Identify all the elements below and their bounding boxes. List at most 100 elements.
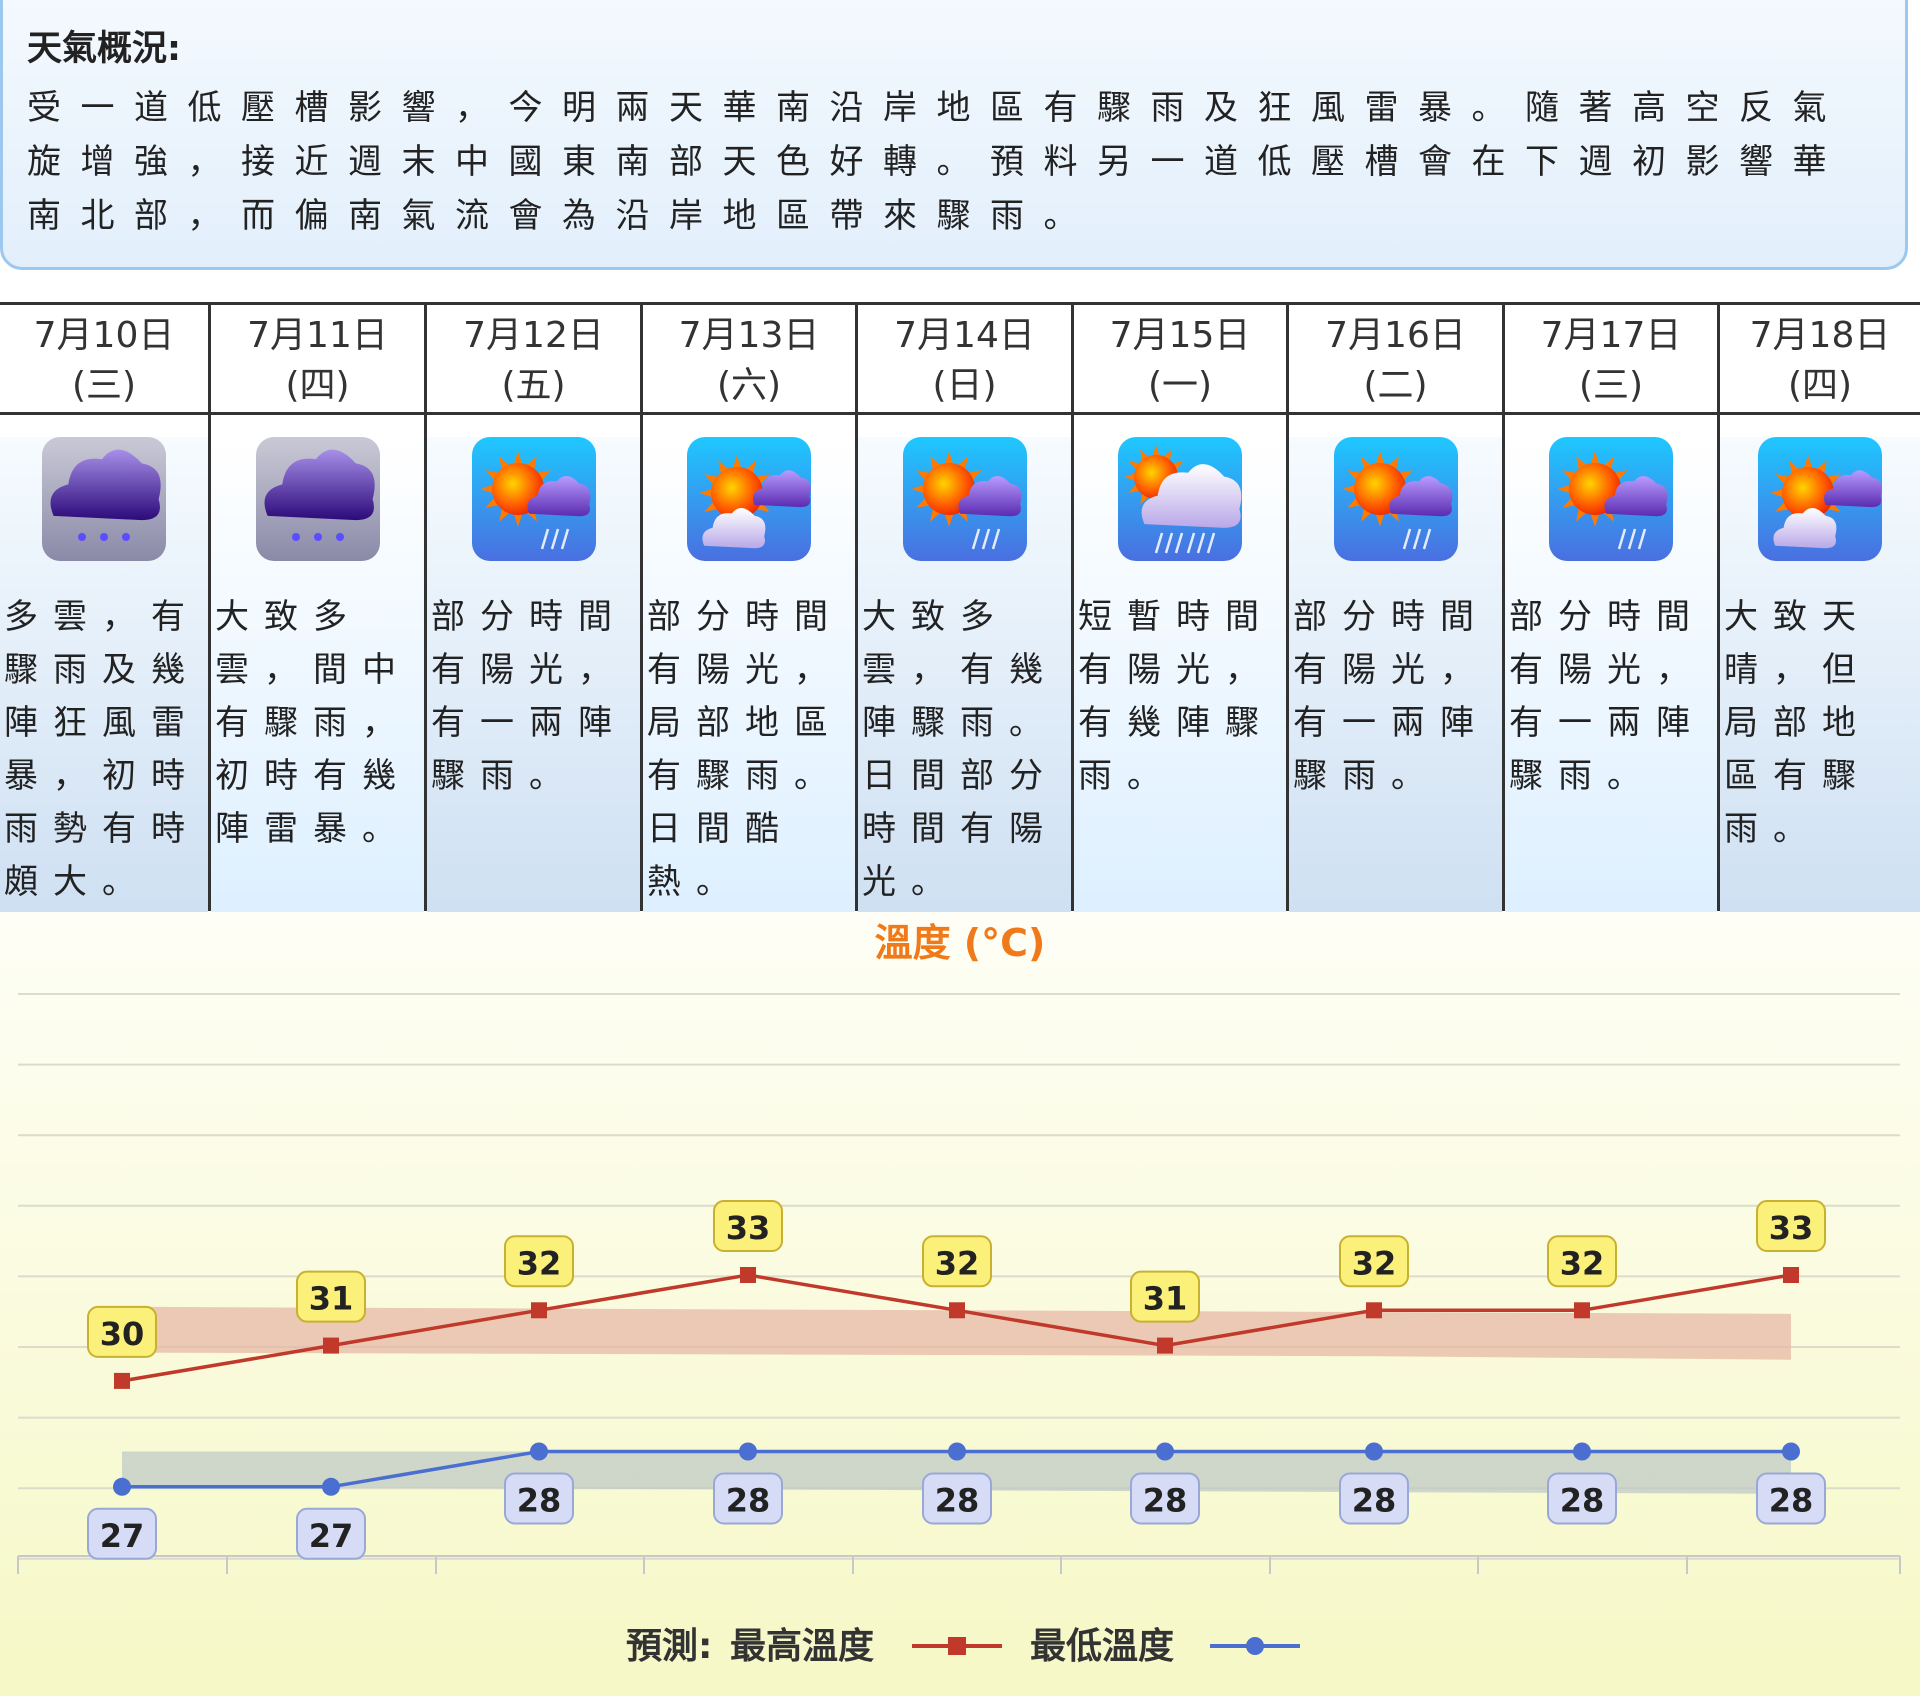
- forecast-day: 7月14日 (日) 大致多雲，有幾陣驟雨。日間部分時間有陽光。: [855, 305, 1071, 930]
- max-temp-label: 31: [1143, 1280, 1188, 1318]
- forecast-date: 7月16日: [1325, 315, 1466, 356]
- min-temp-label: 28: [1352, 1482, 1397, 1520]
- min-temp-label-box: [713, 1472, 783, 1525]
- forecast-day-body: 大致多雲，間中有驟雨，初時有幾陣雷暴。: [211, 437, 424, 930]
- max-temp-label: 32: [1352, 1244, 1397, 1282]
- forecast-weekday: (一): [1147, 365, 1213, 406]
- forecast-day-header: 7月17日 (三): [1505, 305, 1717, 415]
- min-temp-label: 28: [1769, 1482, 1814, 1520]
- forecast-weekday: (三): [1578, 365, 1644, 406]
- max-temp-point: [114, 1372, 130, 1389]
- forecast-weekday: (六): [716, 365, 782, 406]
- max-temp-label: 30: [100, 1315, 145, 1353]
- forecast-day-header: 7月15日 (一): [1074, 305, 1286, 415]
- forecast-date: 7月13日: [678, 315, 820, 356]
- sunny-periods-showers-icon: [471, 437, 596, 561]
- max-temp-point: [740, 1267, 756, 1283]
- chart-title: 溫度 (°C): [875, 921, 1046, 965]
- forecast-day-body: 部分時間有陽光，局部地區有驟雨。日間酷熱。: [643, 437, 855, 930]
- sunny-periods-icon: [687, 437, 811, 561]
- max-temp-label-box: [713, 1200, 783, 1252]
- forecast-description: 部分時間有陽光，有一兩陣驟雨。: [1509, 597, 1705, 796]
- forecast-day: 7月13日 (六) 部分時間有陽光，局部地區有驟雨。日間酷熱。: [640, 305, 855, 930]
- forecast-date: 7月11日: [247, 315, 388, 356]
- min-temp-label-box: [922, 1472, 992, 1525]
- max-temp-point: [531, 1302, 547, 1319]
- legend-min-label: 最低溫度: [1030, 1626, 1174, 1667]
- forecast-date: 7月10日: [33, 315, 175, 356]
- forecast-day: 7月11日 (四) 大致多雲，間中有驟雨，初時有幾陣雷暴。: [208, 305, 424, 930]
- forecast-day-header: 7月14日 (日): [858, 305, 1071, 415]
- min-temp-label-box: [1339, 1472, 1409, 1525]
- max-temp-label: 32: [1560, 1244, 1605, 1282]
- min-temp-label-box: [1756, 1472, 1826, 1525]
- heavy-rain-icon: [42, 437, 166, 561]
- forecast-description: 部分時間有陽光，有一兩陣驟雨。: [1293, 597, 1489, 796]
- forecast-description: 部分時間有陽光，局部地區有驟雨。日間酷熱。: [647, 597, 843, 902]
- min-temp-label-box: [296, 1507, 366, 1560]
- min-temp-point: [739, 1442, 757, 1461]
- forecast-day: 7月15日 (一) 短暫時間有陽光，有幾陣驟雨。: [1071, 305, 1286, 930]
- forecast-weekday: (二): [1363, 365, 1428, 406]
- max-temp-point: [1366, 1302, 1382, 1319]
- forecast-day: 7月16日 (二) 部分時間有陽光，有一兩陣驟雨。: [1286, 305, 1502, 930]
- legend-min-marker: [1246, 1637, 1264, 1655]
- forecast-description: 多雲，有驟雨及幾陣狂風雷暴，初時雨勢有時頗大。: [4, 597, 200, 902]
- forecast-day-body: 多雲，有驟雨及幾陣狂風雷暴，初時雨勢有時頗大。: [0, 437, 208, 930]
- min-temp-point: [1782, 1442, 1800, 1461]
- max-temp-point: [1574, 1302, 1590, 1319]
- forecast-day-header: 7月10日 (三): [0, 305, 208, 415]
- sunny-periods-icon: [1758, 437, 1882, 561]
- min-temp-label-box: [504, 1472, 574, 1525]
- max-temp-label: 33: [1769, 1209, 1814, 1247]
- legend-max-marker: [948, 1637, 966, 1655]
- min-temp-label-box: [1130, 1472, 1200, 1525]
- forecast-day-header: 7月13日 (六): [643, 305, 855, 415]
- min-temp-label: 27: [309, 1517, 354, 1555]
- temperature-chart-svg: 溫度 (°C) 30 31 32 33 32 31 32 32 33 27 27 28 28 28 28 28 2…: [17, 921, 1901, 1667]
- forecast-date: 7月12日: [463, 315, 604, 356]
- min-temp-point: [530, 1442, 548, 1461]
- max-temp-band: [122, 1306, 1791, 1360]
- forecast-date: 7月17日: [1540, 315, 1682, 356]
- sunny-periods-showers-icon: [902, 437, 1027, 561]
- min-temp-point: [1365, 1442, 1383, 1461]
- max-temp-point: [949, 1302, 965, 1319]
- forecast-day: 7月12日 (五) 部分時間有陽光，有一兩陣驟雨。: [424, 305, 640, 930]
- forecast-day-header: 7月18日 (四): [1720, 305, 1920, 415]
- weather-summary: 天氣概況: 受一道低壓槽影響，今明兩天華南沿岸地區有驟雨及狂風雷暴。隨著高空反氣…: [0, 0, 1908, 270]
- heavy-rain-icon: [255, 437, 380, 561]
- min-temp-label: 28: [1560, 1482, 1605, 1520]
- forecast-day-header: 7月16日 (二): [1289, 305, 1502, 415]
- forecast-day-header: 7月12日 (五): [427, 305, 640, 415]
- min-temp-point: [113, 1477, 131, 1496]
- max-temp-label-box: [1130, 1270, 1200, 1323]
- forecast-day-header: 7月11日 (四): [211, 305, 424, 415]
- min-temp-label: 28: [935, 1482, 980, 1520]
- max-temp-point: [323, 1337, 339, 1354]
- forecast-weekday: (五): [501, 365, 566, 406]
- forecast-day: 7月18日 (四) 大致天晴，但局部地區有驟雨。: [1717, 305, 1920, 930]
- forecast-description: 部分時間有陽光，有一兩陣驟雨。: [431, 597, 627, 796]
- min-temp-label: 27: [100, 1517, 145, 1555]
- legend-prefix: 預測:: [626, 1626, 712, 1667]
- max-temp-label-box: [1547, 1235, 1617, 1288]
- forecast-weekday: (四): [1787, 365, 1853, 406]
- nine-day-forecast: 7月10日 (三) 多雲，有驟雨及幾陣狂風雷暴，初時雨勢有時頗大。 7月11日 …: [0, 302, 1920, 930]
- forecast-weekday: (三): [71, 365, 137, 406]
- max-temp-point: [1157, 1337, 1173, 1354]
- forecast-day-body: 短暫時間有陽光，有幾陣驟雨。: [1074, 437, 1286, 930]
- min-temp-point: [322, 1477, 340, 1496]
- sunny-periods-showers-icon: [1549, 437, 1673, 561]
- max-temp-point: [1783, 1267, 1799, 1283]
- max-temp-label-box: [1756, 1200, 1826, 1252]
- forecast-day: 7月10日 (三) 多雲，有驟雨及幾陣狂風雷暴，初時雨勢有時頗大。: [0, 305, 208, 930]
- max-temp-label: 31: [309, 1280, 354, 1318]
- forecast-description: 大致多雲，有幾陣驟雨。日間部分時間有陽光。: [862, 597, 1058, 902]
- forecast-description: 大致多雲，間中有驟雨，初時有幾陣雷暴。: [215, 597, 411, 849]
- forecast-date: 7月14日: [894, 315, 1035, 356]
- min-temp-label: 28: [517, 1482, 562, 1520]
- max-temp-label-box: [87, 1305, 157, 1358]
- forecast-day-body: 大致天晴，但局部地區有驟雨。: [1720, 437, 1920, 930]
- legend-max-label: 最高溫度: [730, 1626, 874, 1667]
